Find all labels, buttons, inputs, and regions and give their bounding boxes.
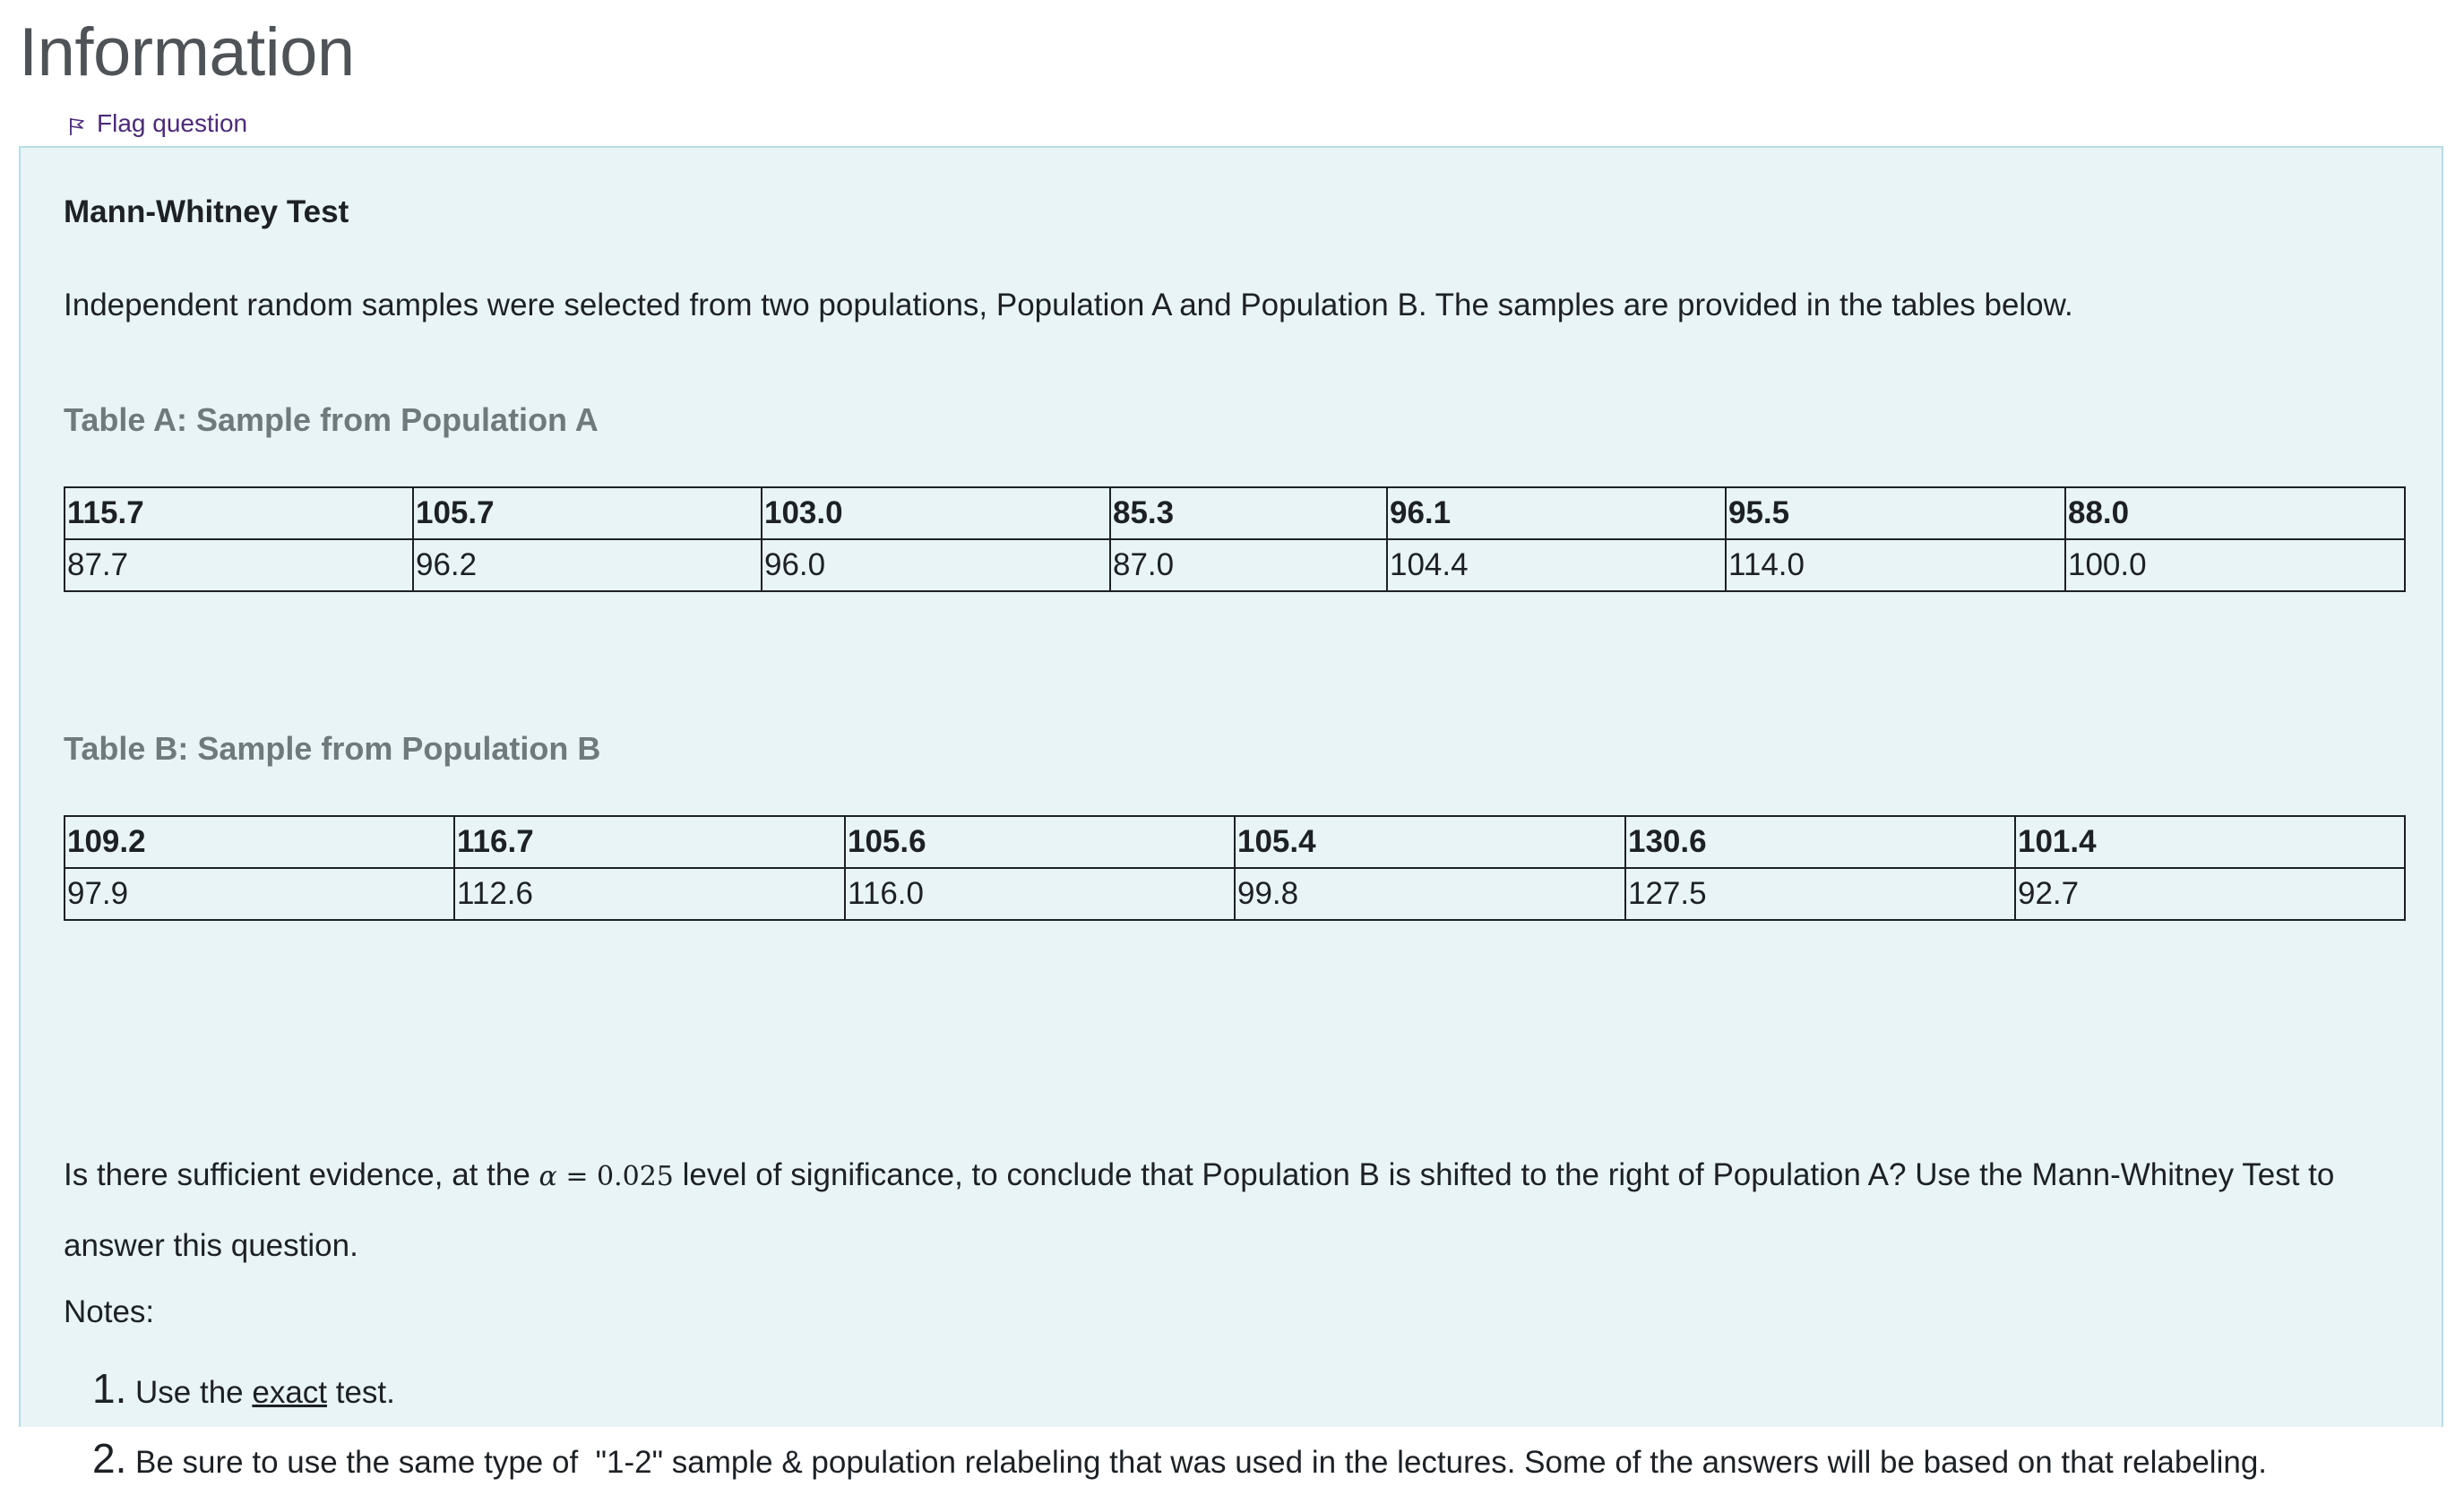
table-b-row-1: 109.2 116.7 105.6 105.4 130.6 101.4: [64, 815, 2406, 869]
note-text-before: Use the: [135, 1375, 253, 1410]
table-a-heading: Table A: Sample from Population A: [64, 401, 599, 438]
table-cell: 105.4: [1234, 815, 1626, 869]
table-cell: 115.7: [64, 486, 414, 540]
table-cell: 99.8: [1234, 867, 1626, 921]
table-cell: 104.4: [1386, 538, 1727, 592]
information-box: Mann-Whitney Test Independent random sam…: [19, 146, 2443, 1482]
list-item-number: 2.: [92, 1435, 127, 1482]
list-item-text: Use the exact test.: [135, 1375, 395, 1411]
table-cell: 88.0: [2064, 486, 2406, 540]
table-cell: 101.4: [2014, 815, 2406, 869]
table-a-row-1: 115.7 105.7 103.0 85.3 96.1 95.5 88.0: [64, 486, 2406, 540]
list-item-text: Be sure to use the same type of "1-2" sa…: [135, 1445, 2268, 1480]
table-cell: 103.0: [761, 486, 1111, 540]
table-cell: 97.9: [64, 867, 455, 921]
list-item: 1. Use the exact test.: [64, 1364, 2267, 1434]
list-item: 2. Be sure to use the same type of "1-2"…: [64, 1434, 2267, 1504]
page-heading: Information: [19, 14, 355, 90]
question-text-after: level of significance, to conclude that …: [64, 1157, 2335, 1263]
table-cell: 105.6: [844, 815, 1236, 869]
table-cell: 114.0: [1725, 538, 2066, 592]
table-b-heading: Table B: Sample from Population B: [64, 730, 601, 767]
alpha-symbol: α: [538, 1161, 557, 1192]
table-cell: 109.2: [64, 815, 455, 869]
table-b: 109.2 116.7 105.6 105.4 130.6 101.4 97.9…: [64, 815, 2406, 921]
flag-question-link[interactable]: Flag question: [66, 107, 247, 140]
alpha-value: = 0.025: [556, 1161, 674, 1192]
table-cell: 96.0: [761, 538, 1111, 592]
flag-icon: [70, 118, 84, 135]
note-text-after: test.: [327, 1375, 395, 1410]
table-cell: 105.7: [412, 486, 762, 540]
list-item-number: 1.: [92, 1365, 127, 1412]
notes-label: Notes:: [64, 1294, 155, 1329]
flag-question-label: Flag question: [97, 109, 248, 137]
table-cell: 116.0: [844, 867, 1236, 921]
question-text-before: Is there sufficient evidence, at the: [64, 1157, 539, 1192]
notes-list: 1. Use the exact test. 2. Be sure to use…: [64, 1364, 2267, 1504]
question-title: Mann-Whitney Test: [64, 194, 349, 229]
table-cell: 116.7: [453, 815, 846, 869]
alpha-math: α = 0.025: [539, 1161, 674, 1192]
note-underlined-text: exact: [252, 1375, 328, 1410]
table-cell: 127.5: [1624, 867, 2016, 921]
table-cell: 87.0: [1109, 538, 1388, 592]
table-cell: 87.7: [64, 538, 414, 592]
question-text: Is there sufficient evidence, at the α =…: [64, 1140, 2411, 1280]
table-cell: 92.7: [2014, 867, 2406, 921]
table-a-row-2: 87.7 96.2 96.0 87.0 104.4 114.0 100.0: [64, 538, 2406, 592]
table-cell: 96.1: [1386, 486, 1727, 540]
table-cell: 96.2: [412, 538, 762, 592]
table-cell: 112.6: [453, 867, 846, 921]
table-cell: 85.3: [1109, 486, 1388, 540]
table-a: 115.7 105.7 103.0 85.3 96.1 95.5 88.0 87…: [64, 486, 2406, 592]
intro-text: Independent random samples were selected…: [64, 288, 2073, 322]
table-b-row-2: 97.9 112.6 116.0 99.8 127.5 92.7: [64, 867, 2406, 921]
table-cell: 95.5: [1725, 486, 2066, 540]
table-cell: 100.0: [2064, 538, 2406, 592]
table-cell: 130.6: [1624, 815, 2016, 869]
